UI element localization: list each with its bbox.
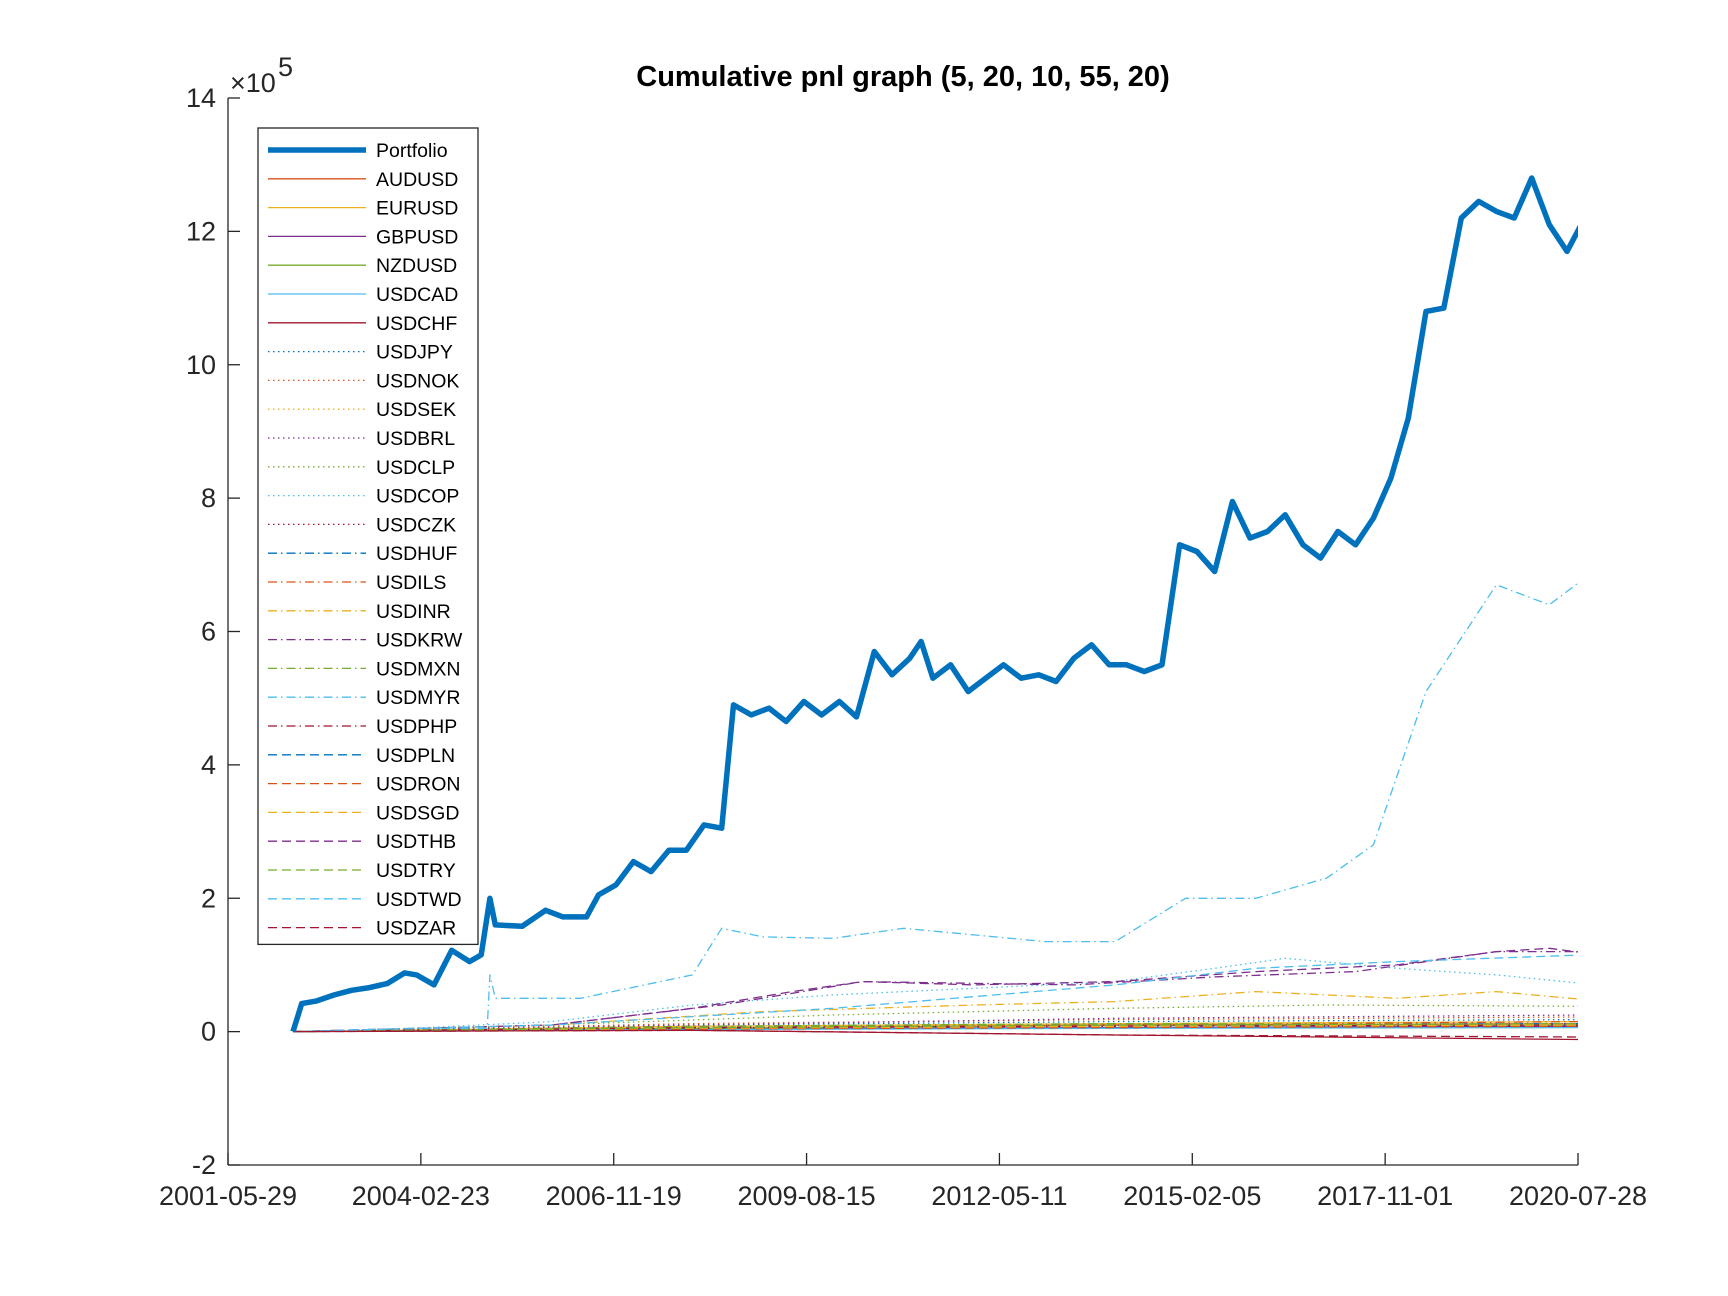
legend-label: USDKRW [376,630,463,652]
series-line-usdmyr [292,582,1578,1033]
y-tick-label: -2 [192,1150,216,1180]
series-line-usdjpy [292,1018,1578,1033]
y-tick-label: 8 [201,483,216,513]
legend-label: EURUSD [376,198,458,220]
legend-item-usdkrw[interactable]: USDKRW [268,630,463,652]
legend-item-gbpusd[interactable]: GBPUSD [268,226,458,248]
series-line-usdbrl [292,1014,1578,1033]
legend-label: AUDUSD [376,169,458,191]
legend-item-usdthb[interactable]: USDTHB [268,831,456,853]
legend-label: USDMXN [376,658,461,680]
legend-label: USDZAR [376,918,456,940]
chart-title: Cumulative pnl graph (5, 20, 10, 55, 20) [636,61,1169,93]
legend-label: USDSGD [376,802,459,824]
legend-item-usdinr[interactable]: USDINR [268,601,451,623]
y-tick-label: 6 [201,617,216,647]
legend-label: USDCLP [376,457,455,479]
legend-label: USDJPY [376,342,453,364]
legend-item-usdjpy[interactable]: USDJPY [268,342,453,364]
legend-label: USDCZK [376,514,456,536]
y-tick-label: 14 [186,83,216,113]
x-tick-label: 2006-11-19 [546,1181,682,1211]
legend-item-usdtry[interactable]: USDTRY [268,860,456,882]
legend-label: USDTWD [376,889,462,911]
legend-item-usdron[interactable]: USDRON [268,774,461,796]
legend-label: NZDUSD [376,255,457,277]
series-line-usdzar [292,1029,1578,1038]
legend-label: USDNOK [376,370,459,392]
legend-item-portfolio[interactable]: Portfolio [268,140,448,162]
legend-label: USDILS [376,572,446,594]
legend-item-usdpln[interactable]: USDPLN [268,745,455,767]
x-tick-label: 2017-11-01 [1317,1181,1453,1211]
legend-item-eurusd[interactable]: EURUSD [268,198,458,220]
legend-item-nzdusd[interactable]: NZDUSD [268,255,457,277]
series-line-portfolio [290,175,1578,1033]
legend-label: USDPHP [376,716,457,738]
y-tick-label: 4 [201,750,216,780]
x-tick-label: 2004-02-23 [352,1181,490,1211]
y-tick-label: 12 [186,216,216,246]
x-tick-label: 2001-05-29 [159,1181,297,1211]
legend-item-usdmyr[interactable]: USDMYR [268,687,461,709]
legend[interactable]: Portfolio AUDUSD EURUSD GBPUSD NZDUSD USDCAD U… [257,127,479,946]
legend-item-usdsgd[interactable]: USDSGD [268,802,459,824]
legend-item-usdczk[interactable]: USDCZK [268,514,456,536]
ticks-layer: -2 0 2 4 6 8 10 12 14 2001-05-29 2004-02-23 2006-11… [159,52,1647,1211]
legend-label: USDINR [376,601,451,623]
legend-label: USDRON [376,774,461,796]
x-tick-label: 2015-02-05 [1123,1181,1261,1211]
x-tick-label: 2012-05-11 [931,1181,1067,1211]
legend-item-usdcad[interactable]: USDCAD [268,284,458,306]
legend-item-usdbrl[interactable]: USDBRL [268,428,455,450]
legend-item-usdhuf[interactable]: USDHUF [268,543,457,565]
legend-label: USDCHF [376,313,457,335]
series-layer [290,175,1578,1041]
legend-label: USDPLN [376,745,455,767]
legend-item-usdzar[interactable]: USDZAR [268,918,456,940]
legend-label: USDMYR [376,687,461,709]
legend-label: USDSEK [376,399,456,421]
legend-item-usdils[interactable]: USDILS [268,572,446,594]
legend-label: USDTRY [376,860,456,882]
y-tick-label: 2 [201,883,216,913]
y-tick-label: 0 [201,1017,216,1047]
legend-label: Portfolio [376,140,448,162]
y-exponent-label: ×10 [230,68,276,98]
legend-label: USDTHB [376,831,456,853]
legend-item-usdphp[interactable]: USDPHP [268,716,457,738]
series-line-usdinr [292,990,1578,1033]
legend-item-usdnok[interactable]: USDNOK [268,370,459,392]
legend-item-usdtwd[interactable]: USDTWD [268,889,462,911]
legend-label: USDHUF [376,543,457,565]
x-tick-label: 2009-08-15 [738,1181,876,1211]
legend-label: USDCAD [376,284,458,306]
legend-item-usdsek[interactable]: USDSEK [268,399,456,421]
legend-box [257,127,479,946]
legend-item-usdmxn[interactable]: USDMXN [268,658,461,680]
y-tick-label: 10 [186,350,216,380]
legend-item-usdcop[interactable]: USDCOP [268,486,459,508]
series-line-usdcop [292,957,1578,1033]
legend-label: USDCOP [376,486,459,508]
legend-item-audusd[interactable]: AUDUSD [268,169,458,191]
legend-item-usdchf[interactable]: USDCHF [268,313,457,335]
series-line-usdtwd [292,954,1578,1033]
legend-label: GBPUSD [376,226,458,248]
x-tick-label: 2020-07-28 [1509,1181,1647,1211]
legend-label: USDBRL [376,428,455,450]
y-exponent-power: 5 [278,52,293,82]
legend-item-usdclp[interactable]: USDCLP [268,457,455,479]
series-line-usdtry [292,1022,1578,1033]
